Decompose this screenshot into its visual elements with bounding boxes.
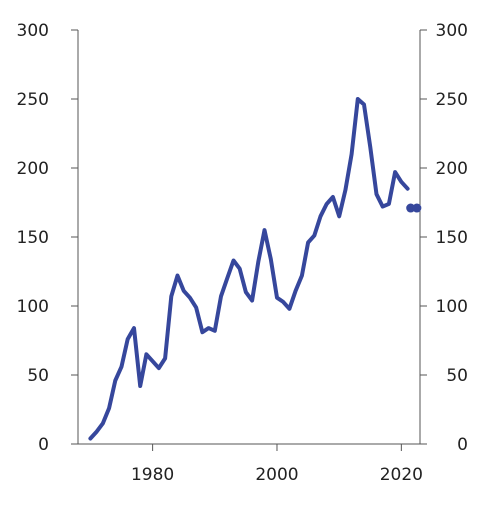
right-y-tick-label: 200 xyxy=(436,159,468,179)
right-y-axis-ticks: 0 50 100 150 200 250 300 xyxy=(420,21,468,455)
left-y-axis-ticks: 0 50 100 150 200 250 300 xyxy=(17,21,78,455)
x-tick-label: 2000 xyxy=(255,465,298,485)
x-tick-label: 2020 xyxy=(380,465,423,485)
data-point-marker xyxy=(406,203,416,213)
right-y-tick-label: 300 xyxy=(436,21,468,41)
right-y-tick-label: 50 xyxy=(446,366,468,386)
series-line xyxy=(88,97,410,441)
plot-area: 0 50 100 150 200 250 300 0 50 100 150 200 250 300 19… xyxy=(17,21,468,485)
data-point-marker xyxy=(412,203,422,213)
left-y-tick-label: 150 xyxy=(17,228,49,248)
right-y-tick-label: 250 xyxy=(436,90,468,110)
left-y-tick-label: 300 xyxy=(17,21,49,41)
series-layer xyxy=(88,97,422,441)
left-y-tick-label: 100 xyxy=(17,297,49,317)
right-y-tick-label: 150 xyxy=(436,228,468,248)
x-tick-label: 1980 xyxy=(131,465,174,485)
left-y-tick-label: 0 xyxy=(38,435,49,455)
right-y-tick-label: 0 xyxy=(457,435,468,455)
left-y-tick-label: 250 xyxy=(17,90,49,110)
x-axis-ticks: 1980 2000 2020 xyxy=(131,444,423,485)
right-y-tick-label: 100 xyxy=(436,297,468,317)
left-y-tick-label: 50 xyxy=(27,366,49,386)
left-y-tick-label: 200 xyxy=(17,159,49,179)
